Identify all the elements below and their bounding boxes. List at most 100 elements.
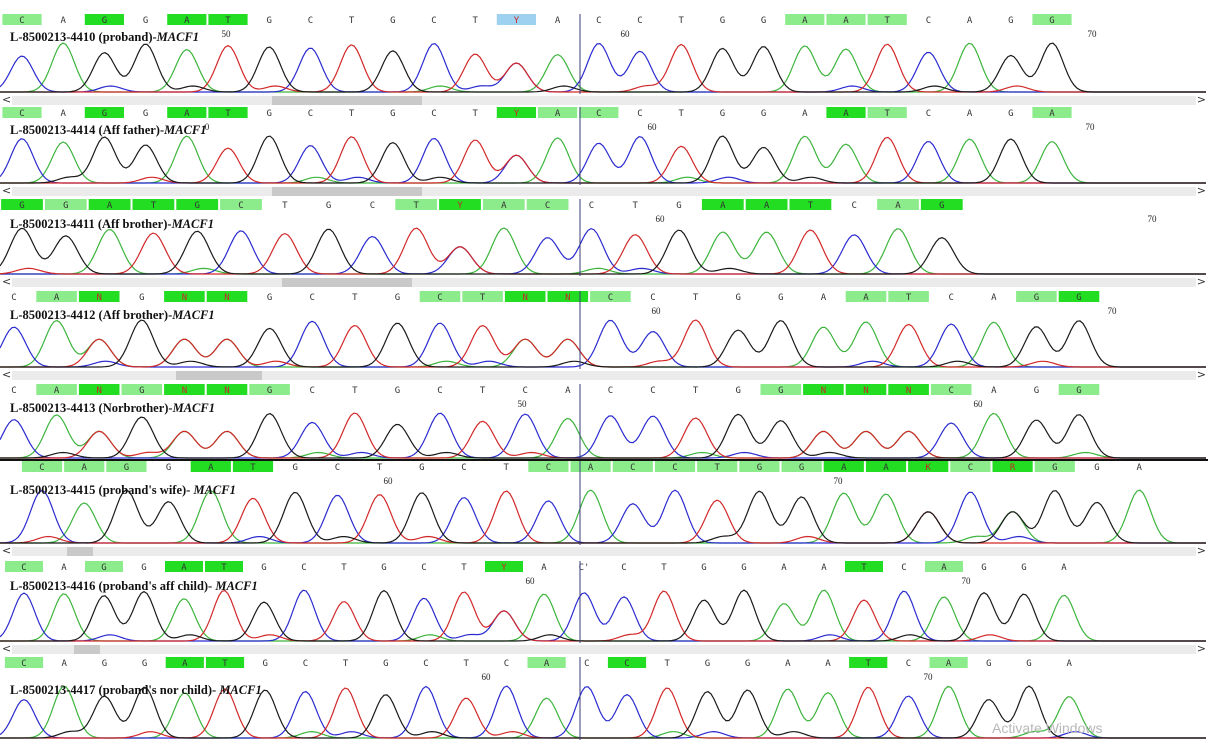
- base-call-letter[interactable]: C: [621, 563, 626, 573]
- scroll-left-arrow-icon[interactable]: <: [2, 368, 12, 381]
- base-call-letter[interactable]: Y: [514, 16, 520, 26]
- base-call-letter[interactable]: C: [672, 463, 677, 473]
- base-call-letter[interactable]: C: [11, 386, 16, 396]
- base-call-letter[interactable]: G: [19, 201, 24, 211]
- base-call-letter[interactable]: G: [1021, 563, 1026, 573]
- base-call-letter[interactable]: T: [861, 563, 867, 573]
- base-call-letter[interactable]: G: [757, 463, 762, 473]
- scroll-right-arrow-icon[interactable]: >: [1196, 184, 1206, 197]
- base-call-letter[interactable]: A: [941, 563, 947, 573]
- scroll-right-arrow-icon[interactable]: >: [1196, 642, 1206, 655]
- base-call-letter[interactable]: T: [661, 563, 667, 573]
- base-call-letter[interactable]: T: [678, 16, 684, 26]
- base-call-letter[interactable]: C: [303, 659, 308, 669]
- base-call-letter[interactable]: T: [480, 386, 486, 396]
- base-call-letter[interactable]: A: [588, 463, 594, 473]
- base-call-letter[interactable]: C: [335, 463, 340, 473]
- base-call-letter[interactable]: R: [1010, 463, 1016, 473]
- base-call-letter[interactable]: A: [946, 659, 952, 669]
- base-call-letter[interactable]: G: [1049, 16, 1054, 26]
- base-call-letter[interactable]: A: [991, 386, 997, 396]
- base-call-letter[interactable]: G: [1076, 293, 1081, 303]
- base-call-letter[interactable]: T: [714, 463, 720, 473]
- base-call-letter[interactable]: G: [124, 463, 129, 473]
- scroll-thumb[interactable]: [67, 547, 93, 556]
- base-call-letter[interactable]: A: [781, 563, 787, 573]
- base-call-letter[interactable]: G: [194, 201, 199, 211]
- base-call-letter[interactable]: T: [349, 16, 355, 26]
- base-call-letter[interactable]: T: [865, 659, 871, 669]
- base-call-letter[interactable]: C: [238, 201, 243, 211]
- base-call-letter[interactable]: G: [267, 386, 272, 396]
- base-call-letter[interactable]: T: [632, 201, 638, 211]
- base-call-letter[interactable]: G: [262, 659, 267, 669]
- scroll-thumb[interactable]: [176, 371, 262, 380]
- base-call-letter[interactable]: C: [851, 201, 856, 211]
- base-call-letter[interactable]: C: [968, 463, 973, 473]
- base-call-letter[interactable]: C: [21, 659, 26, 669]
- base-call-letter[interactable]: T: [377, 463, 383, 473]
- base-call-letter[interactable]: C': [579, 563, 590, 573]
- base-call-letter[interactable]: C: [545, 201, 550, 211]
- base-call-letter[interactable]: G: [1008, 109, 1013, 119]
- base-call-letter[interactable]: G: [390, 109, 395, 119]
- base-call-letter[interactable]: N: [224, 386, 229, 396]
- base-call-letter[interactable]: C: [11, 293, 16, 303]
- base-call-letter[interactable]: G: [102, 16, 107, 26]
- base-call-letter[interactable]: C: [309, 386, 314, 396]
- base-call-letter[interactable]: G: [419, 463, 424, 473]
- base-call-letter[interactable]: G: [292, 463, 297, 473]
- base-call-letter[interactable]: C: [650, 293, 655, 303]
- base-call-letter[interactable]: C: [584, 659, 589, 669]
- base-call-letter[interactable]: G: [143, 109, 148, 119]
- base-call-letter[interactable]: A: [1136, 463, 1142, 473]
- scroll-right-arrow-icon[interactable]: >: [1196, 368, 1206, 381]
- base-call-letter[interactable]: G: [266, 109, 271, 119]
- scroll-track[interactable]: [12, 645, 1196, 654]
- base-call-letter[interactable]: C: [546, 463, 551, 473]
- base-call-letter[interactable]: A: [184, 109, 190, 119]
- base-call-letter[interactable]: N: [182, 386, 187, 396]
- base-call-letter[interactable]: C: [596, 109, 601, 119]
- scroll-track[interactable]: [12, 187, 1196, 196]
- base-call-letter[interactable]: A: [61, 659, 67, 669]
- base-call-letter[interactable]: T: [472, 109, 478, 119]
- base-call-letter[interactable]: A: [182, 659, 188, 669]
- base-call-letter[interactable]: G: [102, 109, 107, 119]
- base-call-letter[interactable]: A: [54, 386, 60, 396]
- base-call-letter[interactable]: T: [282, 201, 288, 211]
- base-call-letter[interactable]: A: [825, 659, 831, 669]
- base-call-letter[interactable]: T: [221, 563, 227, 573]
- base-call-letter[interactable]: A: [1066, 659, 1072, 669]
- base-call-letter[interactable]: A: [555, 16, 561, 26]
- base-call-letter[interactable]: C: [421, 563, 426, 573]
- base-call-letter[interactable]: T: [225, 109, 231, 119]
- base-call-letter[interactable]: T: [250, 463, 256, 473]
- base-call-letter[interactable]: C: [39, 463, 44, 473]
- base-call-letter[interactable]: C: [906, 659, 911, 669]
- base-call-letter[interactable]: N: [906, 386, 911, 396]
- scroll-thumb[interactable]: [282, 278, 412, 287]
- scroll-track[interactable]: [12, 371, 1196, 380]
- base-call-letter[interactable]: A: [883, 463, 889, 473]
- base-call-letter[interactable]: N: [224, 293, 229, 303]
- base-call-letter[interactable]: G: [63, 201, 68, 211]
- base-call-letter[interactable]: A: [967, 16, 973, 26]
- base-call-letter[interactable]: C: [630, 463, 635, 473]
- base-call-letter[interactable]: A: [821, 563, 827, 573]
- base-call-letter[interactable]: G: [1008, 16, 1013, 26]
- base-call-letter[interactable]: G: [761, 16, 766, 26]
- base-call-letter[interactable]: G: [139, 386, 144, 396]
- base-call-letter[interactable]: A: [565, 386, 571, 396]
- base-call-letter[interactable]: N: [821, 386, 826, 396]
- base-call-letter[interactable]: G: [1094, 463, 1099, 473]
- base-call-letter[interactable]: A: [501, 201, 507, 211]
- base-call-letter[interactable]: G: [141, 563, 146, 573]
- scroll-left-arrow-icon[interactable]: <: [2, 544, 12, 557]
- base-call-letter[interactable]: N: [96, 386, 101, 396]
- base-call-letter[interactable]: C: [301, 563, 306, 573]
- base-call-letter[interactable]: C: [423, 659, 428, 669]
- base-call-letter[interactable]: A: [802, 16, 808, 26]
- scroll-thumb[interactable]: [272, 96, 422, 105]
- base-call-letter[interactable]: C: [637, 109, 642, 119]
